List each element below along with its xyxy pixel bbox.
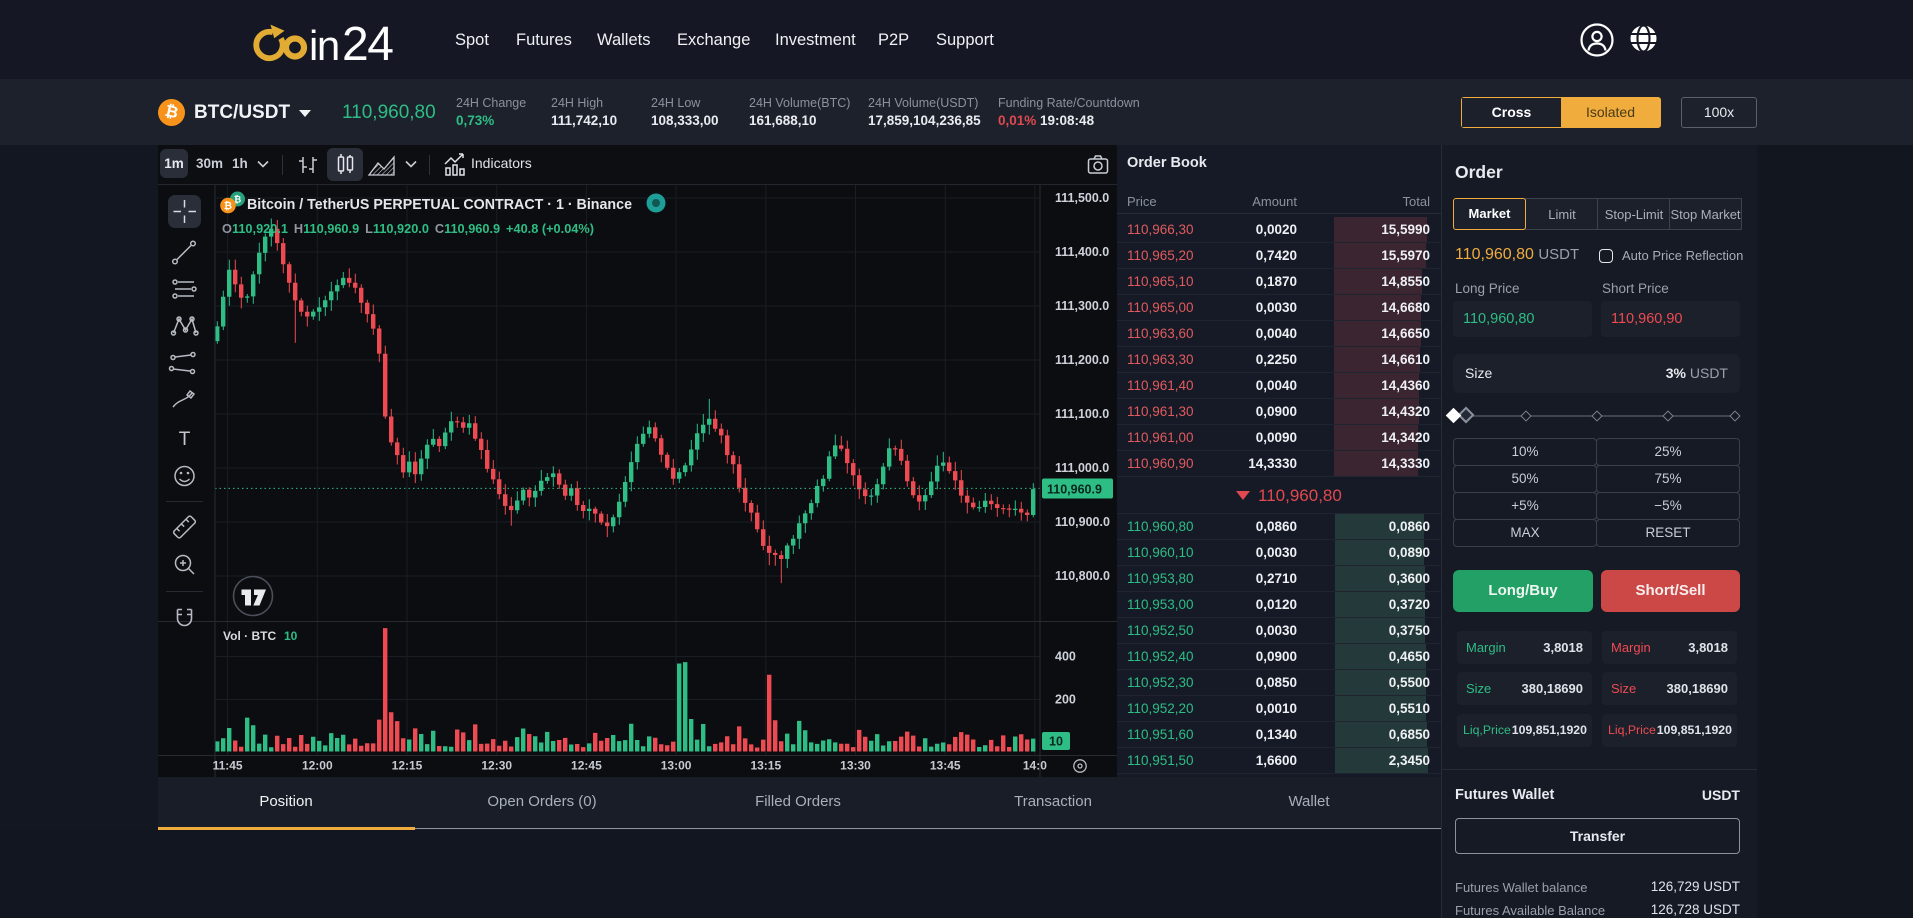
svg-text:T: T [179, 429, 191, 450]
svg-text:10: 10 [1049, 735, 1063, 749]
svg-text:111,500.0: 111,500.0 [1055, 191, 1109, 205]
svg-text:111,100.0: 111,100.0 [1055, 407, 1109, 421]
svg-text:111,000.0: 111,000.0 [1055, 461, 1109, 475]
svg-text:12:00: 12:00 [302, 759, 333, 773]
svg-text:10: 10 [284, 629, 298, 643]
svg-text:110,960.9: 110,960.9 [1047, 483, 1102, 497]
svg-text:11:45: 11:45 [213, 759, 243, 773]
svg-text:12:15: 12:15 [392, 759, 423, 773]
svg-text:111,200.0: 111,200.0 [1055, 353, 1109, 367]
svg-text:110,800.0: 110,800.0 [1055, 569, 1110, 583]
svg-text:13:45: 13:45 [930, 759, 961, 773]
svg-text:200: 200 [1055, 693, 1076, 707]
svg-text:13:30: 13:30 [840, 759, 871, 773]
svg-text:14:0: 14:0 [1023, 759, 1047, 773]
svg-text:110,900.0: 110,900.0 [1055, 515, 1110, 529]
svg-text:in: in [309, 22, 339, 66]
svg-text:Bitcoin / TetherUS PERPETUAL C: Bitcoin / TetherUS PERPETUAL CONTRACT · … [247, 196, 632, 213]
svg-text:400: 400 [1055, 650, 1076, 664]
svg-text:₿: ₿ [234, 195, 241, 205]
svg-text:111,400.0: 111,400.0 [1055, 245, 1109, 259]
svg-text:24: 24 [342, 18, 393, 66]
svg-text:₿: ₿ [224, 200, 232, 212]
svg-text:111,300.0: 111,300.0 [1055, 299, 1109, 313]
svg-text:12:45: 12:45 [571, 759, 602, 773]
svg-text:13:00: 13:00 [661, 759, 692, 773]
svg-text:13:15: 13:15 [750, 759, 781, 773]
svg-text:Vol · BTC: Vol · BTC [223, 629, 276, 643]
svg-text:12:30: 12:30 [481, 759, 512, 773]
